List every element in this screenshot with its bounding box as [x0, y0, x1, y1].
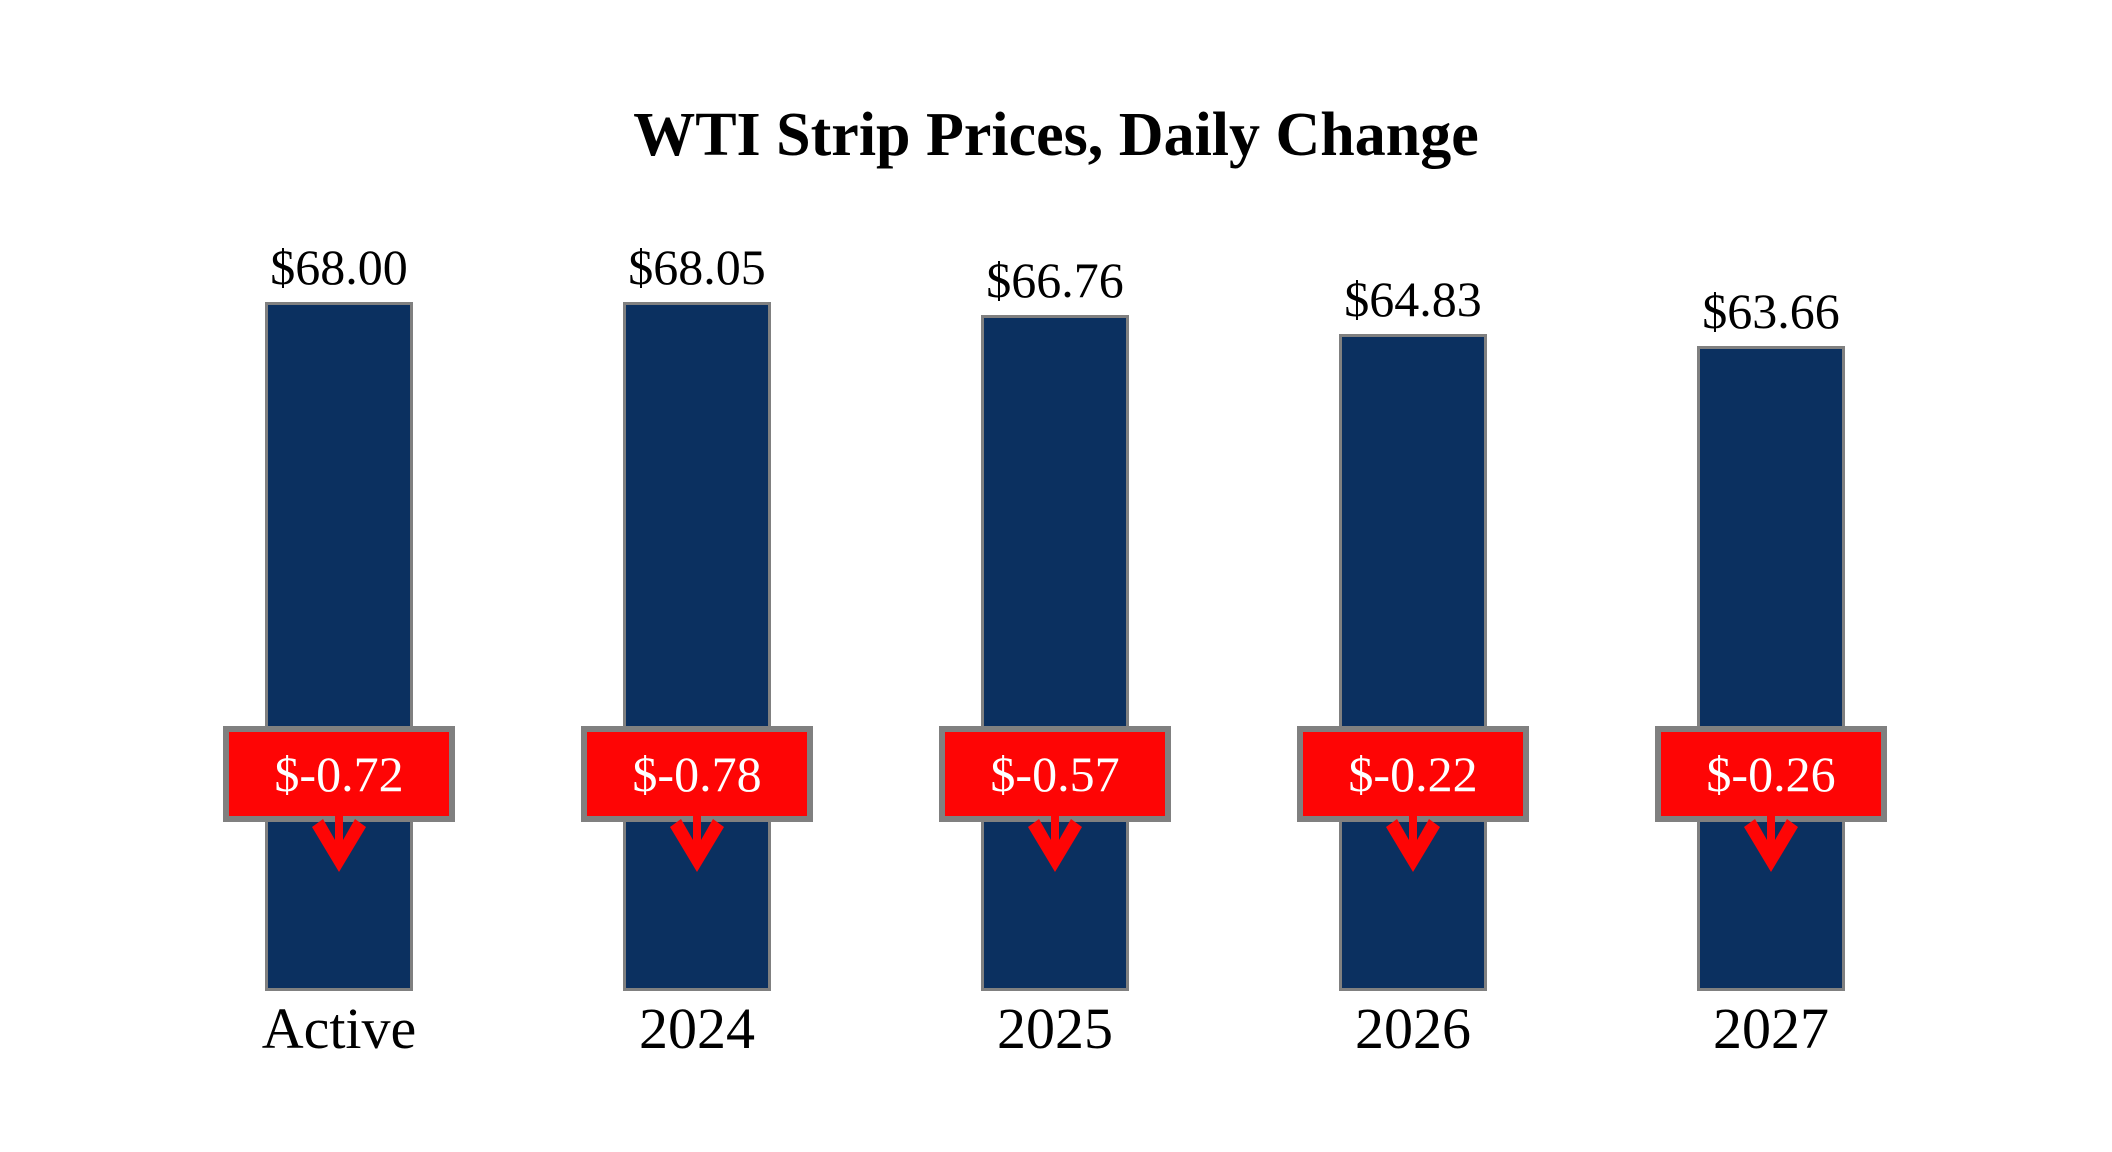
change-label: $-0.78: [632, 746, 762, 802]
category-label: 2027: [1713, 996, 1829, 1061]
change-label: $-0.72: [274, 746, 404, 802]
change-badge: $-0.57: [939, 726, 1171, 822]
category-label: Active: [261, 996, 417, 1061]
category-label: 2024: [639, 996, 755, 1061]
category-label: 2025: [997, 996, 1113, 1061]
chart-title: WTI Strip Prices, Daily Change: [633, 101, 1479, 169]
bar-column-2025: $66.76 $-0.57 2025: [939, 0, 1171, 1152]
price-label: $64.83: [1344, 271, 1482, 327]
price-bar: [1339, 334, 1487, 991]
bar-column-2026: $64.83 $-0.22 2026: [1297, 0, 1529, 1152]
price-label: $68.05: [628, 239, 766, 295]
down-arrow-icon: [312, 814, 366, 872]
change-badge: $-0.72: [223, 726, 455, 822]
down-arrow-icon: [1028, 814, 1082, 872]
bar-column-2024: $68.05 $-0.78 2024: [581, 0, 813, 1152]
bar-column-active: $68.00 $-0.72 Active: [223, 0, 455, 1152]
change-label: $-0.22: [1348, 746, 1478, 802]
price-label: $63.66: [1702, 283, 1840, 339]
bar-column-2027: $63.66 $-0.26 2027: [1655, 0, 1887, 1152]
change-badge: $-0.22: [1297, 726, 1529, 822]
price-bar: [981, 315, 1129, 991]
down-arrow-icon: [1744, 814, 1798, 872]
category-label: 2026: [1355, 996, 1471, 1061]
change-label: $-0.57: [990, 746, 1120, 802]
price-bar: [623, 302, 771, 991]
change-label: $-0.26: [1706, 746, 1836, 802]
change-badge: $-0.78: [581, 726, 813, 822]
price-label: $68.00: [270, 239, 408, 295]
down-arrow-icon: [670, 814, 724, 872]
change-badge: $-0.26: [1655, 726, 1887, 822]
price-bar: [1697, 346, 1845, 991]
price-bar: [265, 302, 413, 991]
price-label: $66.76: [986, 252, 1124, 308]
down-arrow-icon: [1386, 814, 1440, 872]
